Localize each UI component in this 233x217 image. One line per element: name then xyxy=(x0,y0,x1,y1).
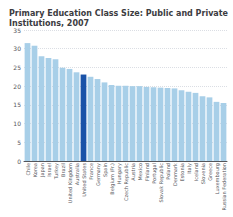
svg-text:30: 30 xyxy=(13,45,21,52)
svg-text:Turkey: Turkey xyxy=(53,163,60,180)
svg-text:Primary Education Class Size:: Primary Education Class Size: Public and… xyxy=(9,9,231,18)
svg-text:Germany: Germany xyxy=(95,163,102,186)
svg-text:5: 5 xyxy=(17,139,21,146)
svg-text:Czech Republic: Czech Republic xyxy=(123,163,130,201)
svg-text:Korea: Korea xyxy=(32,163,38,177)
svg-text:Institutions, 2007: Institutions, 2007 xyxy=(9,19,89,28)
svg-text:Finland: Finland xyxy=(144,163,150,181)
svg-text:Japan: Japan xyxy=(39,163,46,178)
svg-text:Austria: Austria xyxy=(130,163,136,181)
svg-text:Luxembourg: Luxembourg xyxy=(214,163,221,194)
svg-text:Italy: Italy xyxy=(186,163,193,174)
svg-text:Chile: Chile xyxy=(25,163,31,176)
svg-text:0: 0 xyxy=(17,158,21,165)
svg-text:Poland: Poland xyxy=(165,163,171,180)
svg-text:United States: United States xyxy=(81,163,87,197)
svg-text:Hungary: Hungary xyxy=(116,163,123,184)
svg-text:10: 10 xyxy=(13,120,21,127)
svg-text:Slovak Republic: Slovak Republic xyxy=(158,163,165,203)
svg-text:Denmark: Denmark xyxy=(172,163,178,186)
svg-text:Estonia: Estonia xyxy=(179,163,185,181)
svg-text:25: 25 xyxy=(13,64,21,71)
svg-text:Australia: Australia xyxy=(74,163,80,185)
svg-text:Iceland: Iceland xyxy=(193,163,199,181)
svg-text:Portugal: Portugal xyxy=(151,163,158,184)
svg-text:Russian Federation: Russian Federation xyxy=(221,163,227,210)
svg-text:20: 20 xyxy=(13,83,21,90)
svg-text:Mexico: Mexico xyxy=(137,163,143,180)
svg-text:Slovenia: Slovenia xyxy=(200,163,206,184)
svg-text:Israel: Israel xyxy=(46,163,52,177)
svg-text:15: 15 xyxy=(13,101,21,108)
svg-text:United Kingdom: United Kingdom xyxy=(67,163,74,203)
svg-text:Greece: Greece xyxy=(207,163,213,181)
svg-text:35: 35 xyxy=(13,27,21,34)
svg-text:Belgium (Fr.): Belgium (Fr.) xyxy=(109,163,116,195)
svg-text:Spain: Spain xyxy=(102,163,109,177)
svg-text:Brazil: Brazil xyxy=(60,163,66,177)
svg-text:France: France xyxy=(88,163,94,180)
